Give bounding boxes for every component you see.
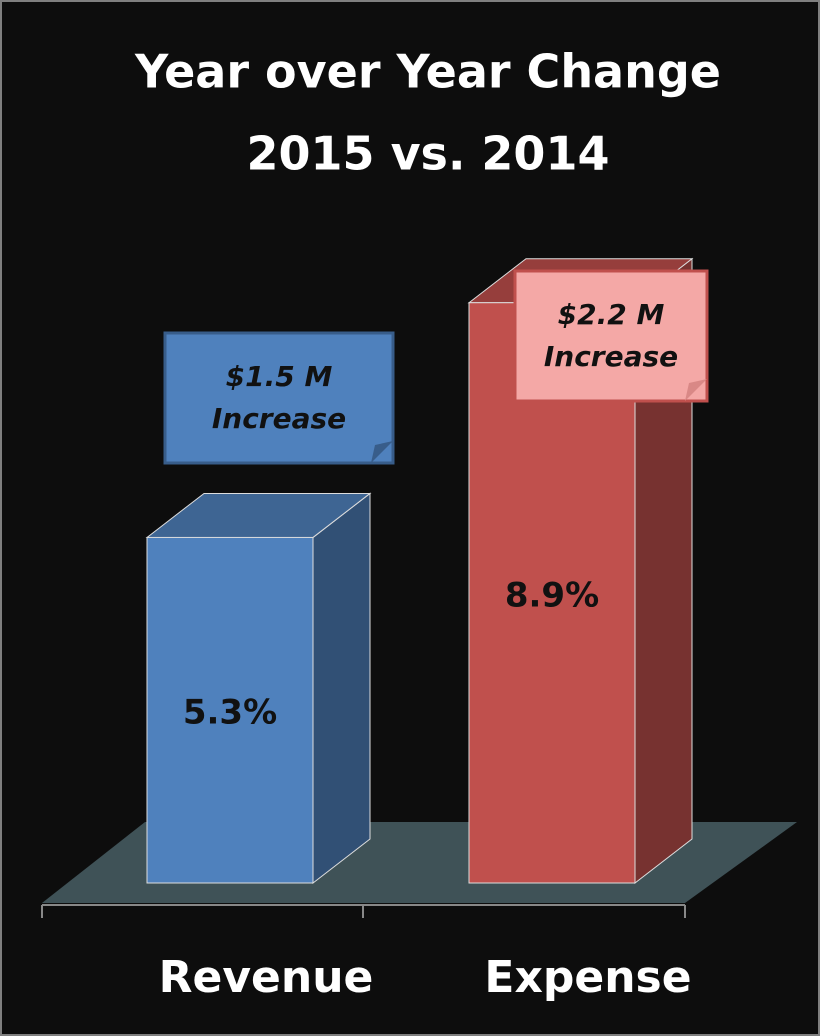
- bar-side: [312, 492, 371, 885]
- annotation: $1.5 M Increase: [211, 360, 347, 435]
- chart-subtitle: 2015 vs. 2014: [247, 127, 610, 181]
- x-tick-label: Expense: [484, 952, 691, 1003]
- annotation-box: [513, 269, 709, 403]
- value-label: 5.3%: [183, 693, 277, 733]
- annotation-fold: [685, 379, 707, 401]
- annotation-text: $2.2 M Increase: [543, 298, 679, 373]
- annotation-box: [163, 331, 395, 465]
- x-tick-label: Revenue: [159, 952, 374, 1003]
- annotation-text: $1.5 M Increase: [211, 360, 347, 435]
- bar: [146, 536, 314, 884]
- annotation: $2.2 M Increase: [543, 298, 679, 373]
- value-label: 8.9%: [505, 575, 599, 615]
- chart-title: Year over Year Change: [134, 45, 721, 99]
- annotation-fold: [371, 441, 393, 463]
